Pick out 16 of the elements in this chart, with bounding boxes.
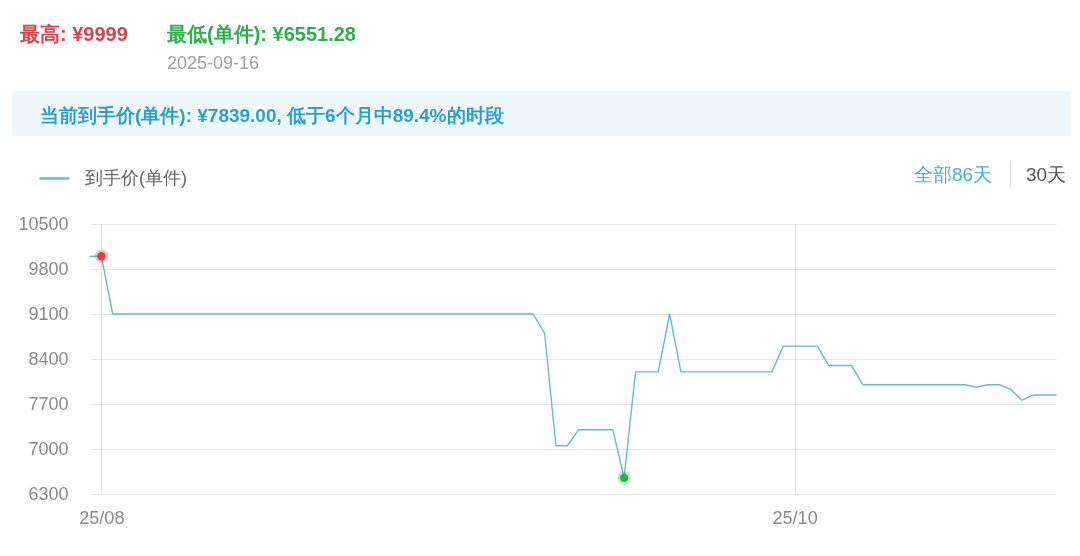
- x-tick-label: 25/08: [79, 507, 125, 528]
- legend-label: 到手价(单件): [85, 167, 187, 188]
- y-tick-label: 9100: [28, 303, 69, 324]
- x-tick-label: 25/10: [772, 507, 818, 528]
- text: 最低(单件): ¥6551.28: [167, 23, 356, 45]
- text: 最高: ¥9999: [20, 23, 128, 45]
- text: 30天: [1026, 164, 1067, 185]
- y-tick-label: 8400: [28, 348, 69, 369]
- y-tick-label: 6300: [28, 483, 69, 504]
- y-tick-label: 9800: [28, 258, 69, 279]
- text: 2025-09-16: [167, 53, 260, 73]
- text: 当前到手价(单件): ¥7839.00, 低于6个月中89.4%的时段: [40, 105, 504, 126]
- y-tick-label: 10500: [18, 213, 69, 234]
- y-tick-label: 7000: [28, 438, 69, 459]
- y-tick-label: 7700: [28, 393, 69, 414]
- text: 全部86天: [914, 164, 993, 185]
